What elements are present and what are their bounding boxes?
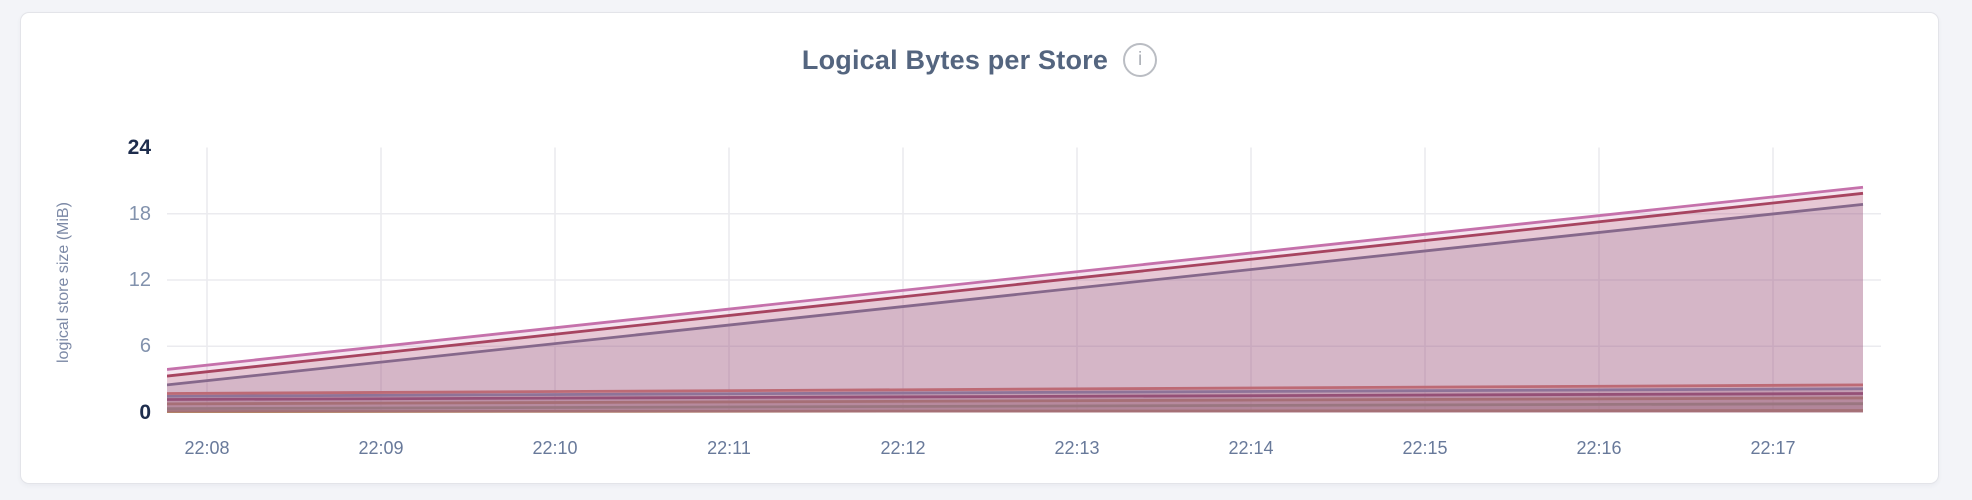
- x-tick-label: 22:16: [1576, 438, 1622, 458]
- series-line: [167, 402, 1864, 411]
- series-area: [167, 193, 1863, 413]
- series-area: [167, 204, 1863, 413]
- x-tick-label: 22:11: [707, 438, 751, 458]
- y-axis-title: logical store size (MiB): [55, 202, 72, 364]
- chart-card: Logical Bytes per Store i logical store …: [20, 12, 1939, 484]
- series-area: [167, 397, 1863, 413]
- x-tick-label: 22:13: [1054, 438, 1100, 458]
- x-tick-label: 22:17: [1750, 438, 1796, 458]
- x-tick-label: 22:09: [358, 438, 404, 458]
- series-line: [167, 387, 1864, 398]
- series-area: [167, 187, 1863, 413]
- x-tick-label: 22:10: [532, 438, 578, 458]
- x-tick-label: 22:15: [1402, 438, 1448, 458]
- series-line: [167, 202, 1864, 387]
- chart-plot-area[interactable]: [167, 141, 1881, 426]
- info-icon[interactable]: i: [1123, 43, 1158, 77]
- series-line: [167, 409, 1864, 414]
- series-line: [167, 383, 1864, 395]
- y-tick-label: 24: [127, 135, 151, 159]
- series-line: [167, 396, 1864, 406]
- y-tick-label: 0: [139, 400, 151, 424]
- y-tick-label: 12: [128, 269, 151, 291]
- x-tick-label: 22:08: [184, 438, 230, 458]
- y-tick-label: 18: [128, 202, 151, 225]
- series-line: [167, 191, 1864, 378]
- series-line: [167, 392, 1864, 401]
- chart-header: Logical Bytes per Store i: [21, 43, 1938, 77]
- x-tick-label: 22:12: [880, 438, 926, 458]
- series-line: [167, 185, 1864, 371]
- x-tick-label: 22:14: [1228, 438, 1274, 458]
- y-tick-label: 6: [139, 335, 151, 358]
- chart-title: Logical Bytes per Store: [801, 44, 1109, 75]
